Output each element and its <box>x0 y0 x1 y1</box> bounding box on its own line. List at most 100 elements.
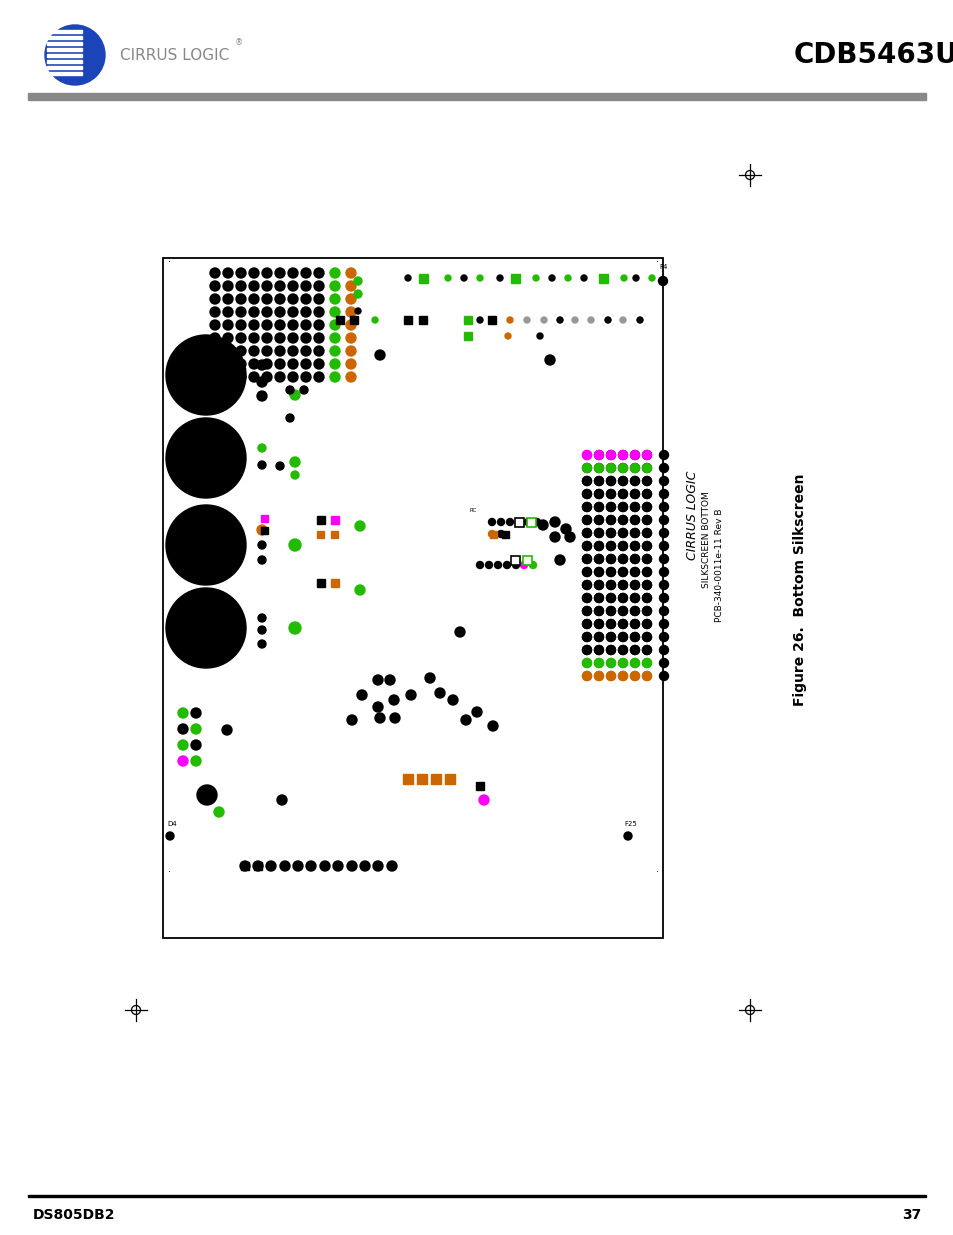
Circle shape <box>359 861 370 871</box>
Bar <box>527 517 536 526</box>
Circle shape <box>582 658 591 667</box>
Circle shape <box>606 529 615 537</box>
Bar <box>28 1194 925 1197</box>
Circle shape <box>648 275 655 282</box>
Circle shape <box>191 708 201 718</box>
Circle shape <box>606 620 615 629</box>
Circle shape <box>623 832 631 840</box>
Circle shape <box>630 503 639 511</box>
Circle shape <box>641 580 651 589</box>
Circle shape <box>582 503 591 511</box>
Circle shape <box>223 372 233 382</box>
Circle shape <box>604 317 610 324</box>
Circle shape <box>582 672 591 680</box>
Circle shape <box>606 555 615 563</box>
Circle shape <box>641 541 651 551</box>
Circle shape <box>582 489 591 499</box>
Circle shape <box>606 568 615 577</box>
Circle shape <box>630 541 639 551</box>
Circle shape <box>618 672 627 680</box>
Bar <box>488 316 496 324</box>
Circle shape <box>210 372 220 382</box>
Circle shape <box>235 359 246 369</box>
Bar <box>490 531 497 537</box>
Circle shape <box>659 632 668 641</box>
Circle shape <box>235 308 246 317</box>
Circle shape <box>210 282 220 291</box>
Circle shape <box>618 477 627 485</box>
Circle shape <box>582 541 591 551</box>
Circle shape <box>618 606 627 615</box>
Circle shape <box>618 489 627 499</box>
Text: DS805DB2: DS805DB2 <box>33 1208 115 1221</box>
Circle shape <box>659 658 668 667</box>
Circle shape <box>537 520 547 530</box>
Circle shape <box>346 359 355 369</box>
Circle shape <box>594 580 603 589</box>
Circle shape <box>249 372 258 382</box>
Text: .: . <box>168 254 171 264</box>
Bar <box>419 273 428 283</box>
Circle shape <box>618 594 627 603</box>
Circle shape <box>191 740 201 750</box>
Circle shape <box>618 620 627 629</box>
Circle shape <box>191 724 201 734</box>
Circle shape <box>249 308 258 317</box>
Circle shape <box>582 620 591 629</box>
Circle shape <box>582 580 591 589</box>
Text: ®: ® <box>234 38 243 47</box>
Circle shape <box>503 562 510 568</box>
Circle shape <box>594 463 603 473</box>
Circle shape <box>256 525 267 535</box>
Circle shape <box>606 658 615 667</box>
Circle shape <box>288 346 297 356</box>
Bar <box>47 53 82 57</box>
Circle shape <box>618 451 627 459</box>
Circle shape <box>478 795 489 805</box>
Circle shape <box>257 626 266 634</box>
Circle shape <box>266 861 275 871</box>
Circle shape <box>290 457 299 467</box>
Circle shape <box>594 646 603 655</box>
Bar <box>331 516 338 524</box>
Circle shape <box>314 346 324 356</box>
Circle shape <box>235 268 246 278</box>
Circle shape <box>630 672 639 680</box>
Circle shape <box>314 282 324 291</box>
Circle shape <box>373 676 382 685</box>
Circle shape <box>257 556 266 564</box>
Circle shape <box>223 320 233 330</box>
Circle shape <box>630 555 639 563</box>
Circle shape <box>594 594 603 603</box>
Circle shape <box>235 372 246 382</box>
Circle shape <box>619 317 625 324</box>
Circle shape <box>618 632 627 641</box>
Circle shape <box>606 594 615 603</box>
Circle shape <box>618 477 627 485</box>
Bar <box>28 93 925 100</box>
Circle shape <box>564 532 575 542</box>
Circle shape <box>630 580 639 589</box>
Circle shape <box>594 541 603 551</box>
Circle shape <box>455 627 464 637</box>
Circle shape <box>301 308 311 317</box>
Circle shape <box>630 541 639 551</box>
Circle shape <box>641 463 651 473</box>
Circle shape <box>659 515 668 525</box>
Circle shape <box>210 320 220 330</box>
Circle shape <box>560 524 571 534</box>
Circle shape <box>618 646 627 655</box>
Circle shape <box>641 580 651 589</box>
Bar <box>261 526 268 534</box>
Circle shape <box>166 588 246 668</box>
Circle shape <box>659 477 668 485</box>
Circle shape <box>582 568 591 577</box>
Text: SILKSCREEN BOTTOM: SILKSCREEN BOTTOM <box>701 492 711 588</box>
Circle shape <box>641 658 651 667</box>
Circle shape <box>306 861 315 871</box>
Circle shape <box>166 832 173 840</box>
Circle shape <box>262 320 272 330</box>
Circle shape <box>606 489 615 499</box>
Text: CIRRUS LOGIC: CIRRUS LOGIC <box>686 471 699 559</box>
Circle shape <box>618 515 627 525</box>
